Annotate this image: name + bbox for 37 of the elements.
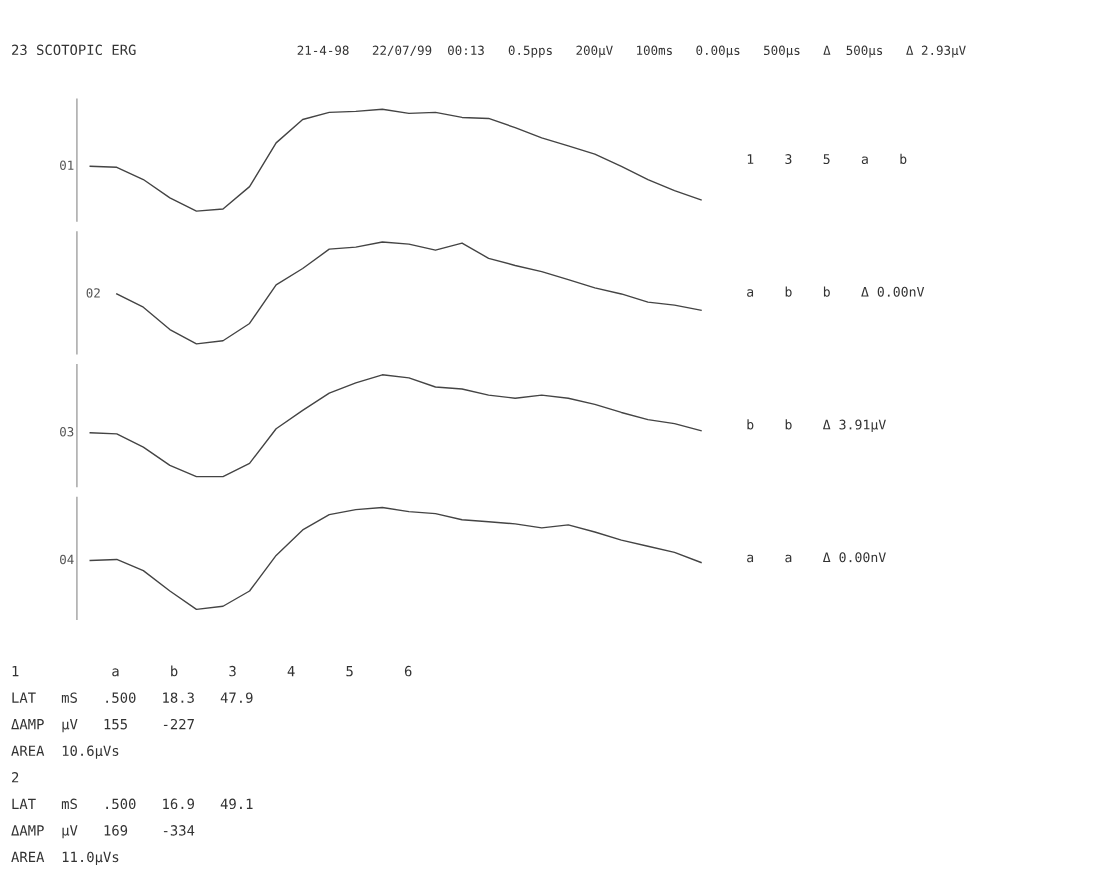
text: 100ms: [637, 45, 672, 56]
text: b: [747, 419, 754, 430]
text: a: [747, 289, 754, 297]
text: ΔAMP µV 169 -334: [11, 825, 195, 839]
text: 0.00µs: [696, 45, 740, 58]
text: 2: [12, 772, 19, 783]
y-axis-title: 03: [60, 427, 74, 437]
text: b: [823, 286, 830, 297]
text: b: [785, 286, 792, 297]
y-axis-title: 01: [60, 160, 74, 170]
text: LAT mS .500 18.3 47.9: [12, 692, 253, 703]
y-axis-title: 02: [86, 288, 100, 298]
text: LAT mS .500 16.9 49.1: [12, 798, 253, 810]
text: 22/07/99 00:13: [372, 45, 484, 57]
text: b: [900, 153, 907, 165]
text: 3: [785, 154, 792, 165]
text: AREA 11.0µVs: [11, 851, 119, 865]
text: Δ 2.93µV: [906, 45, 966, 58]
text: 1: [747, 154, 754, 164]
text: 500µs: [764, 45, 800, 58]
text: 1 a b 3 4 5 6: [12, 665, 412, 677]
text: 200µV: [576, 45, 613, 58]
text: Δ 0.00nV: [822, 552, 886, 563]
text: Δ 3.91µV: [822, 419, 886, 433]
text: Δ 500µs: [823, 45, 883, 58]
text: AREA 10.6µVs: [11, 745, 119, 759]
text: 21-4-98: [297, 45, 349, 56]
text: 0.5pps: [508, 45, 552, 58]
text: a: [861, 156, 868, 165]
y-axis-title: 04: [60, 554, 74, 565]
text: 23 SCOTOPIC ERG: [12, 44, 136, 56]
text: a: [747, 554, 754, 563]
text: 5: [823, 154, 830, 165]
text: b: [785, 419, 792, 430]
text: a: [785, 554, 792, 563]
text: Δ 0.00nV: [861, 286, 925, 297]
text: ΔAMP µV 155 -227: [11, 718, 194, 733]
